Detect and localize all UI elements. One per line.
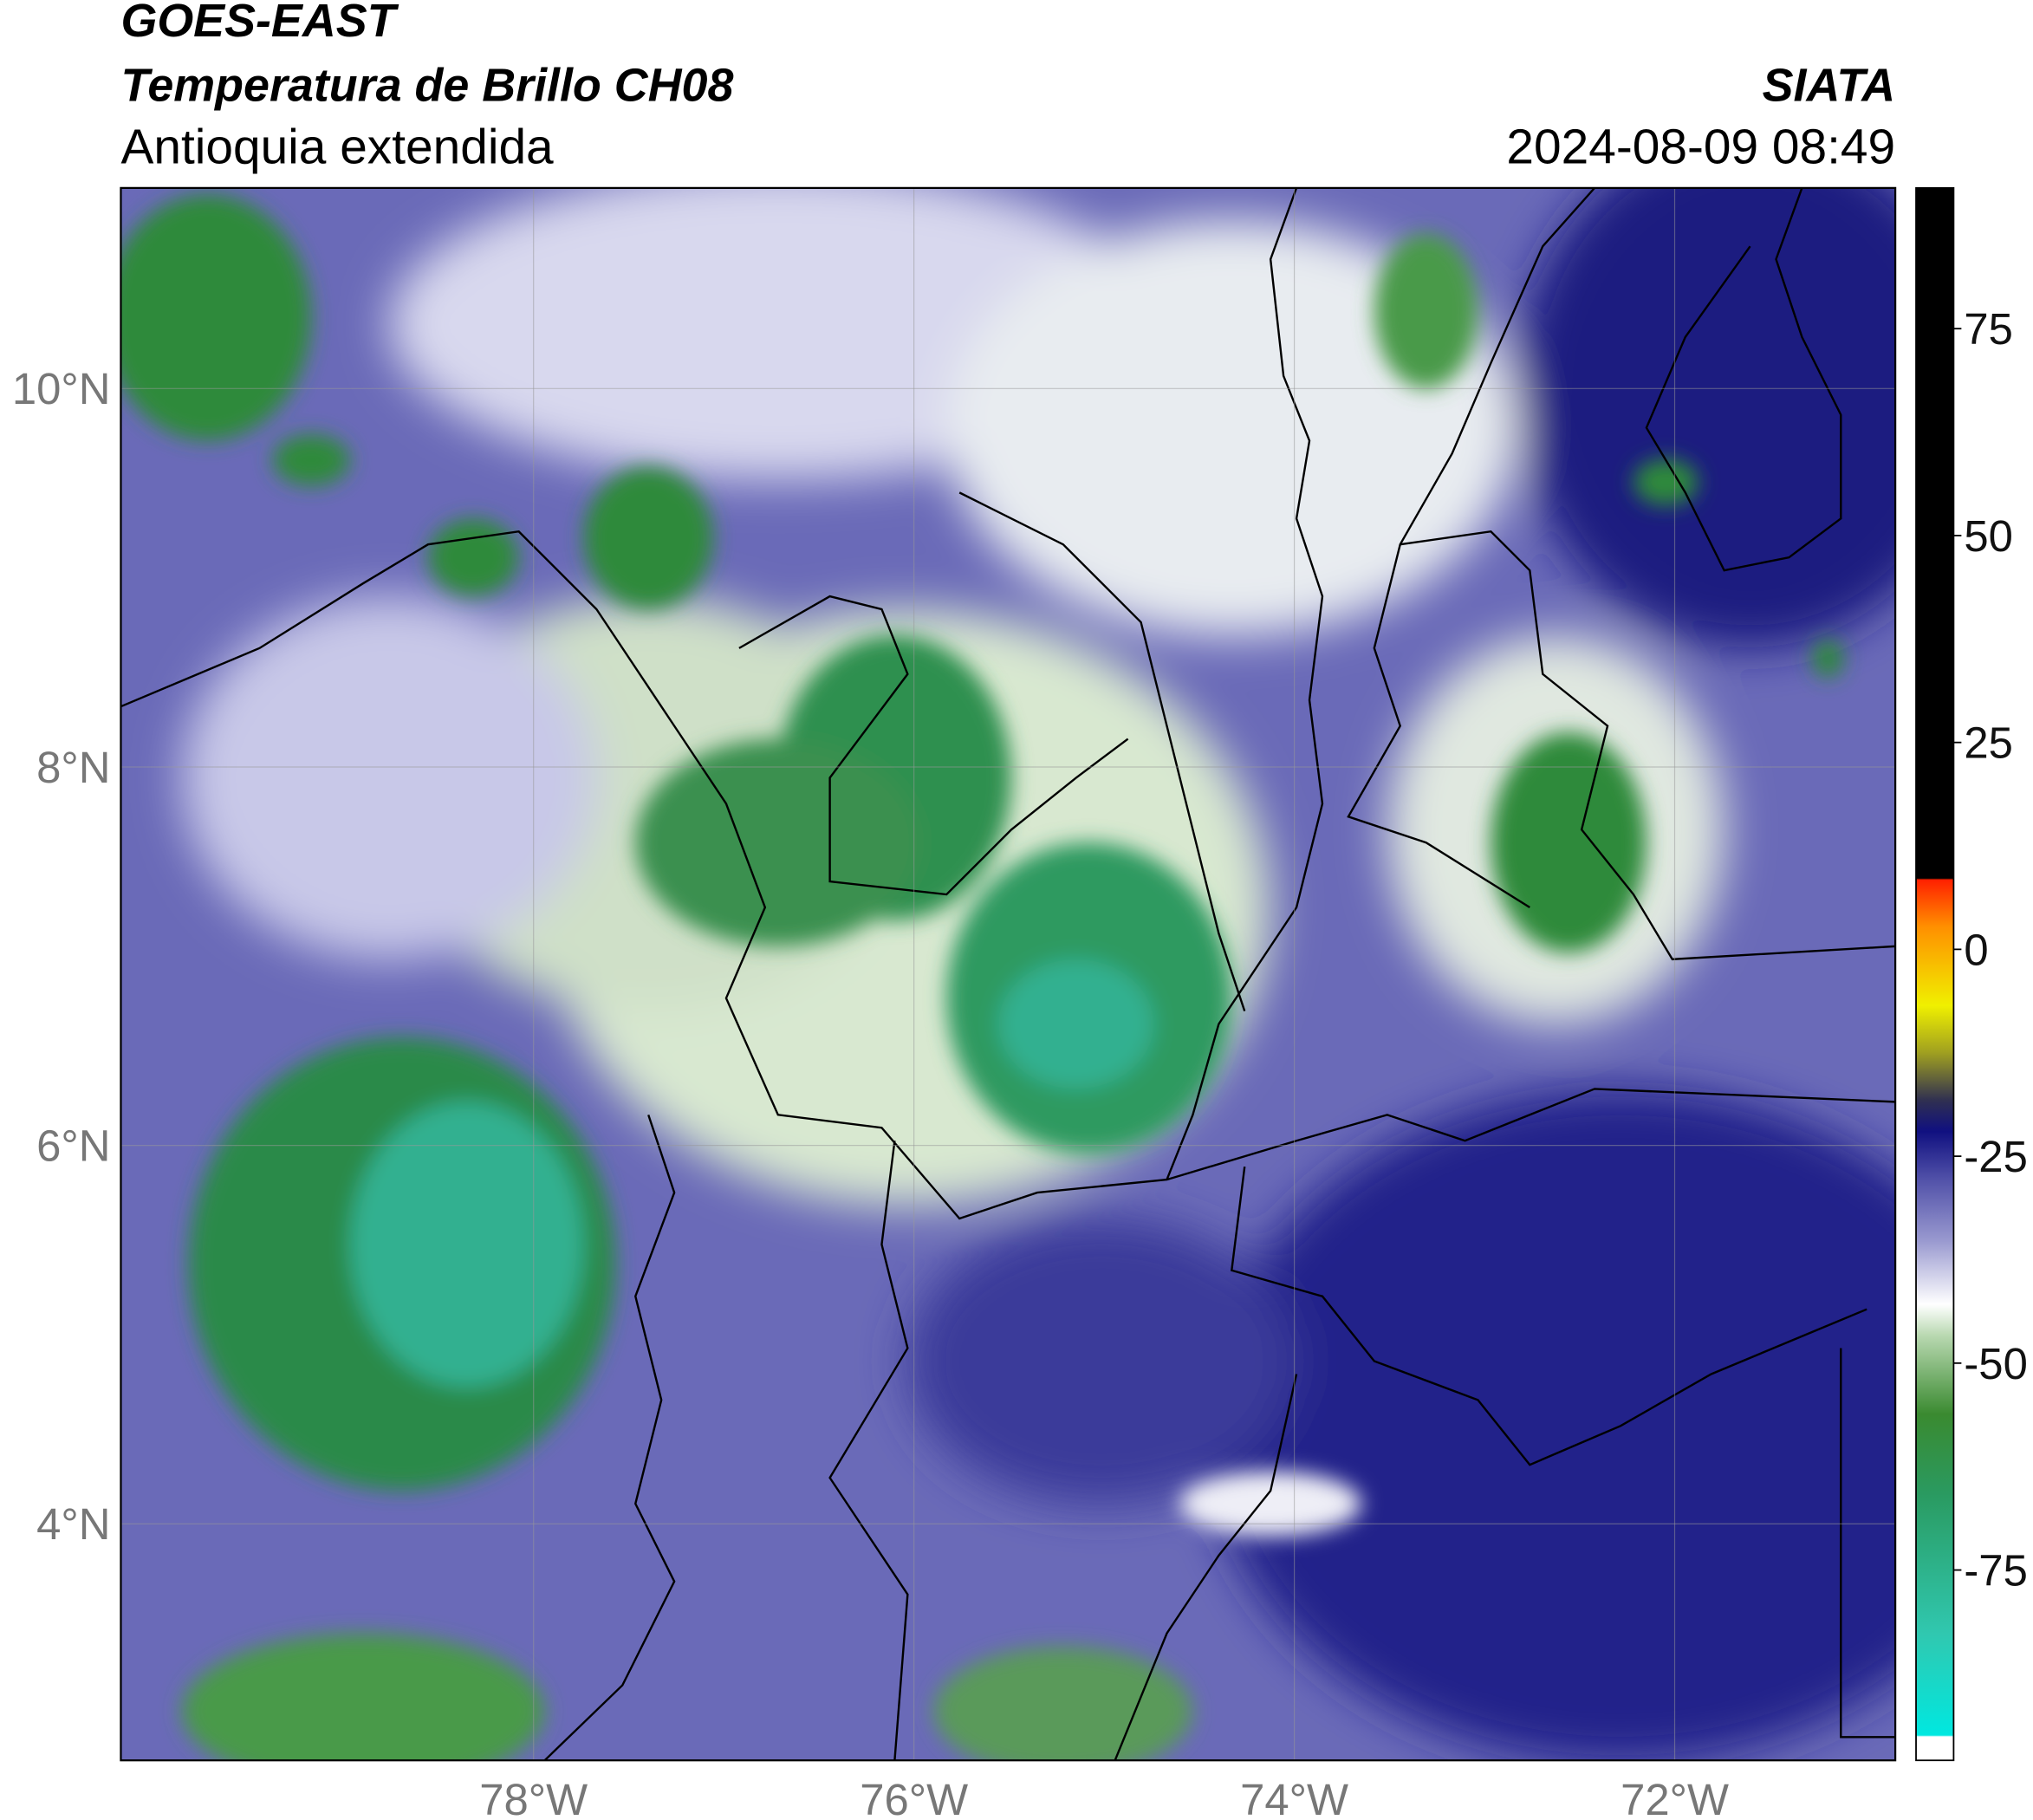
region: Antioquia extendida (120, 120, 554, 174)
colorbar-tick-label: -75 (1964, 1546, 2028, 1596)
satellite-image (120, 187, 1896, 1761)
colorbar (1915, 186, 1955, 1762)
x-tick-label: 76°W (860, 1775, 968, 1820)
y-tick-label: 4°N (36, 1499, 110, 1549)
graticule (120, 187, 1896, 1761)
map-frame (120, 186, 1897, 1762)
colorbar-tick-label: -25 (1964, 1132, 2028, 1181)
colorbar-tick-label: 50 (1964, 511, 2013, 561)
source: SIATA (1763, 60, 1896, 112)
colorbar-tick-label: 75 (1964, 304, 2013, 354)
x-tick-label: 78°W (479, 1775, 588, 1820)
y-tick-label: 8°N (36, 743, 110, 792)
x-tick-label: 74°W (1240, 1775, 1348, 1820)
title: GOES-EAST (120, 0, 399, 47)
colorbar-tick-label: 25 (1964, 718, 2013, 768)
datetime: 2024-08-09 08:49 (1506, 120, 1895, 174)
borders (120, 187, 1896, 1761)
x-tick-label: 72°W (1621, 1775, 1729, 1820)
colorbar-tick-label: -50 (1964, 1339, 2028, 1388)
colorbar-tick-label: 0 (1964, 925, 1988, 974)
subtitle: Temperatura de Brillo CH08 (120, 60, 733, 112)
y-tick-label: 6°N (36, 1121, 110, 1171)
y-tick-label: 10°N (12, 364, 111, 413)
